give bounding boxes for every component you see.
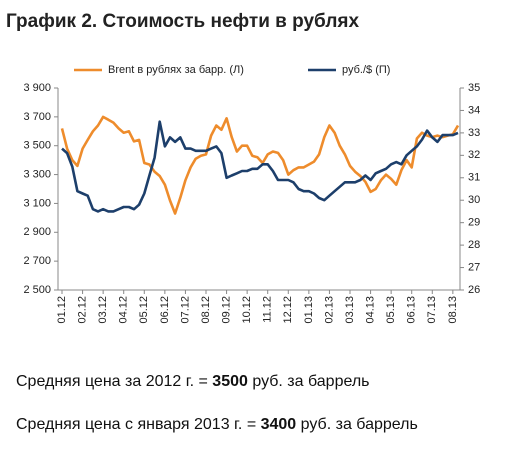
x-tick-label: 10.12 — [241, 296, 253, 324]
x-tick-label: 05.13 — [385, 296, 397, 324]
x-tick-label: 12.12 — [282, 296, 294, 324]
data-line — [61, 120, 459, 213]
y-tick-label: 2 500 — [23, 284, 51, 296]
y-tick-label: 3 900 — [23, 82, 51, 94]
y-tick-label: 3 700 — [23, 111, 51, 123]
x-tick-label: 02.13 — [323, 296, 335, 324]
y2-tick-label: 35 — [468, 82, 480, 94]
note: Средняя цена с января 2013 г. = 3400 руб… — [16, 416, 418, 434]
x-tick-label: 01.13 — [303, 296, 315, 324]
chart-title: График 2. Стоимость нефти в рублях — [6, 11, 359, 32]
chart: График 2. Стоимость нефти в рублях 2 500… — [6, 11, 480, 324]
note-value: 3500 — [212, 373, 248, 390]
data-line — [60, 115, 460, 215]
note-text: Средняя цена за 2012 г. = — [16, 373, 208, 390]
y2-tick-label: 34 — [468, 104, 480, 116]
x-tick-label: 06.12 — [159, 296, 171, 324]
y2-tick-label: 27 — [468, 261, 480, 273]
note-text: руб. за баррель — [252, 373, 370, 390]
x-tick-label: 01.12 — [56, 296, 68, 324]
x-tick-label: 07.12 — [179, 296, 191, 324]
y-tick-label: 3 100 — [23, 197, 51, 209]
note-text: Средняя цена с января 2013 г. = — [16, 416, 257, 433]
y-tick-label: 2 900 — [23, 226, 51, 238]
x-tick-label: 08.13 — [447, 296, 459, 324]
x-tick-label: 07.13 — [426, 296, 438, 324]
y2-tick-label: 29 — [468, 217, 480, 229]
note-value: 3400 — [260, 416, 297, 433]
y2-tick-label: 30 — [468, 194, 480, 206]
x-tick-label: 02.12 — [76, 296, 88, 324]
y-tick-label: 2 700 — [23, 255, 51, 267]
x-tick-label: 09.12 — [220, 296, 232, 324]
x-tick-label: 11.12 — [262, 296, 274, 323]
x-tick-label: 08.12 — [200, 296, 212, 324]
legend-label: руб./$ (П) — [342, 64, 390, 76]
y2-tick-label: 31 — [468, 172, 480, 184]
y-tick-label: 3 300 — [23, 168, 51, 180]
x-tick-label: 04.12 — [118, 296, 130, 324]
y2-tick-label: 33 — [468, 127, 480, 139]
x-tick-label: 06.13 — [406, 296, 418, 324]
x-tick-label: 04.13 — [364, 296, 376, 324]
y2-tick-label: 32 — [468, 149, 480, 161]
x-tick-label: 05.12 — [138, 296, 150, 324]
note: Средняя цена за 2012 г. = 3500 руб. за б… — [16, 373, 370, 391]
x-tick-label: 03.13 — [344, 296, 356, 324]
x-tick-label: 03.12 — [97, 296, 109, 324]
legend-label: Brent в рублях за барр. (Л) — [108, 64, 244, 76]
y-tick-label: 3 500 — [23, 140, 51, 152]
y2-tick-label: 26 — [468, 284, 480, 296]
y2-tick-label: 28 — [468, 239, 480, 251]
note-text: руб. за баррель — [300, 416, 418, 433]
